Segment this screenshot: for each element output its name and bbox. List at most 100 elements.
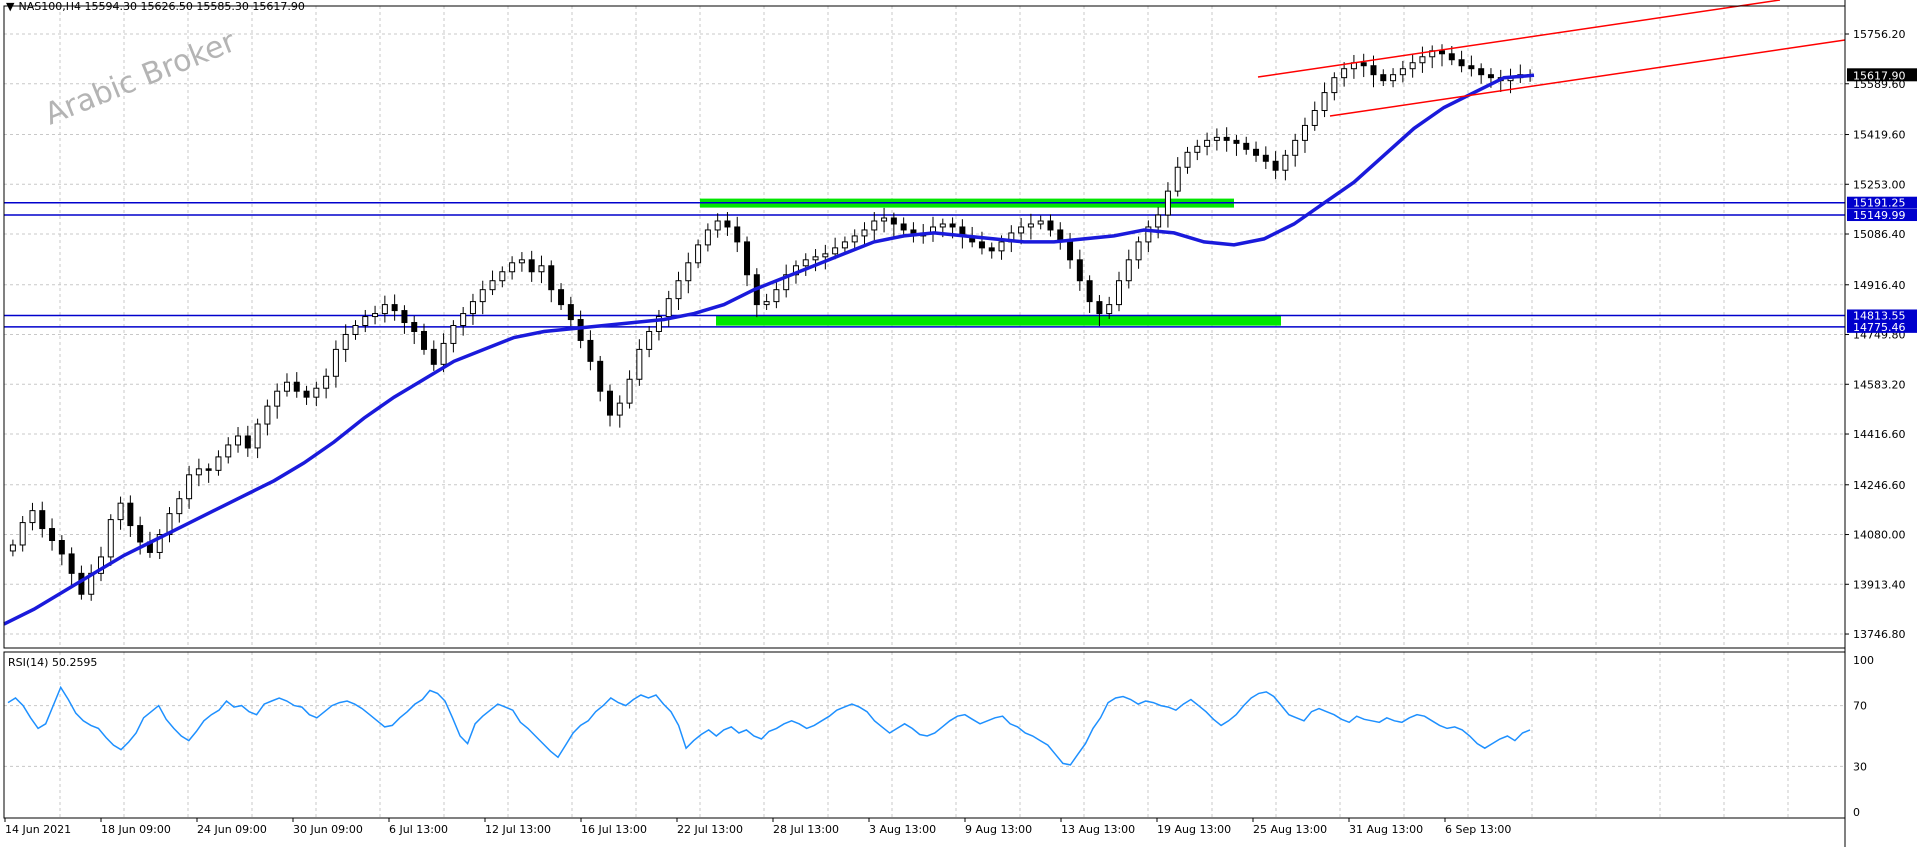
candle-body (293, 381, 300, 392)
candle-body (401, 310, 408, 324)
time-axis[interactable]: 14 Jun 2021 18 Jun 09:00 24 Jun 09:00 30 Ju… (4, 818, 1511, 836)
price-tick-label: 14246.60 (1853, 479, 1906, 492)
candle-body (117, 502, 124, 521)
candle-body (1399, 68, 1406, 76)
candle-body (1213, 136, 1220, 141)
candle-body (1253, 148, 1260, 156)
rsi-tick-label: 0 (1853, 806, 1860, 819)
candle-body (430, 348, 437, 365)
candle-body (1047, 220, 1054, 231)
candle-body (978, 241, 985, 249)
candle-body (1243, 142, 1250, 150)
candle-body (685, 262, 692, 282)
candle-body (303, 390, 310, 398)
candle-body (1115, 280, 1122, 306)
level-price-label: 14813.55 (1853, 309, 1906, 322)
price-axis[interactable]: 15756.2015589.6015419.6015253.0015086.40… (1845, 28, 1917, 641)
candle-body (215, 456, 222, 471)
candle-body (235, 435, 242, 446)
time-tick-label: 6 Sep 13:00 (1445, 823, 1511, 836)
candle-body (440, 342, 447, 365)
candle-body (1233, 139, 1240, 144)
candle-body (1076, 259, 1083, 282)
candle-body (1155, 214, 1162, 228)
candle-body (479, 289, 486, 303)
watermark-text: Arabic Broker (40, 24, 241, 133)
level-price-label-bg (1847, 320, 1917, 333)
candle-body (998, 241, 1005, 252)
candle-body (58, 540, 65, 555)
candle-body (264, 405, 271, 425)
candle-body (1409, 62, 1416, 70)
price-tick-label: 13913.40 (1853, 578, 1906, 591)
time-tick-label: 31 Aug 13:00 (1349, 823, 1423, 836)
candle-body (1223, 136, 1230, 141)
ma-path (3, 73, 1535, 626)
candle-body (646, 330, 653, 350)
candle-body (460, 313, 467, 327)
candle-body (812, 256, 819, 261)
price-tick-label: 14080.00 (1853, 529, 1906, 542)
symbol-ohlc: NAS100,H4 15594.30 15626.50 15585.30 156… (18, 0, 305, 13)
candle-body (411, 322, 418, 332)
candle-body (313, 387, 320, 398)
time-tick-label: 18 Jun 09:00 (101, 823, 171, 836)
symbol-header: ▼ NAS100,H4 15594.30 15626.50 15585.30 15… (6, 0, 305, 13)
level-price-label: 15149.99 (1853, 209, 1906, 222)
level-price-label-bg (1847, 196, 1917, 209)
candle-body (1311, 110, 1318, 126)
candle-body (1204, 139, 1211, 147)
candle-body (577, 319, 584, 341)
candle-body (744, 241, 751, 276)
candle-body (39, 510, 46, 530)
candle-body (773, 289, 780, 303)
level-price-label: 15191.25 (1853, 197, 1906, 210)
candle-body (881, 217, 888, 222)
price-tick-label: 15756.20 (1853, 28, 1906, 41)
candle-body (1487, 74, 1494, 79)
time-tick-label: 22 Jul 13:00 (677, 823, 743, 836)
candle-body (528, 259, 535, 273)
rsi-tick-label: 30 (1853, 760, 1867, 773)
candle-body (871, 220, 878, 231)
candle-body (802, 259, 809, 267)
candle-body (195, 468, 202, 476)
candle-body (332, 348, 339, 377)
candle-body (597, 360, 604, 392)
candle-body (1184, 151, 1191, 168)
moving-average-line (3, 73, 1535, 626)
price-tick-label: 14416.60 (1853, 428, 1906, 441)
candle-body (1096, 301, 1103, 315)
rsi-panel[interactable]: 100 70 30 0 (7, 654, 1874, 819)
candle-body (1018, 226, 1025, 234)
candle-body (675, 280, 682, 300)
time-tick-label: 6 Jul 13:00 (389, 823, 448, 836)
triangle-down-icon[interactable]: ▼ (6, 0, 15, 13)
candle-body (323, 375, 330, 389)
candle-body (19, 522, 26, 546)
candle-body (107, 519, 114, 558)
candle-body (1282, 154, 1289, 171)
price-tick-label: 13746.80 (1853, 628, 1906, 641)
time-tick-label: 3 Aug 13:00 (869, 823, 936, 836)
candle-body (372, 313, 379, 318)
candle-body (949, 223, 956, 228)
time-tick-label: 13 Aug 13:00 (1061, 823, 1135, 836)
candle-body (352, 325, 359, 335)
time-tick-label: 16 Jul 13:00 (581, 823, 647, 836)
rsi-line (7, 685, 1531, 766)
candle-body (274, 390, 281, 407)
candle-body (244, 435, 251, 449)
candle-body (763, 301, 770, 306)
candle-body (1174, 166, 1181, 192)
rsi-tick-label: 70 (1853, 700, 1867, 713)
rsi-tick-label: 100 (1853, 654, 1874, 667)
candle-body (1478, 68, 1485, 76)
candle-body (1262, 154, 1269, 162)
candle-body (606, 390, 613, 416)
candle-body (225, 444, 232, 458)
candle-body (665, 298, 672, 318)
candle-body (851, 235, 858, 243)
